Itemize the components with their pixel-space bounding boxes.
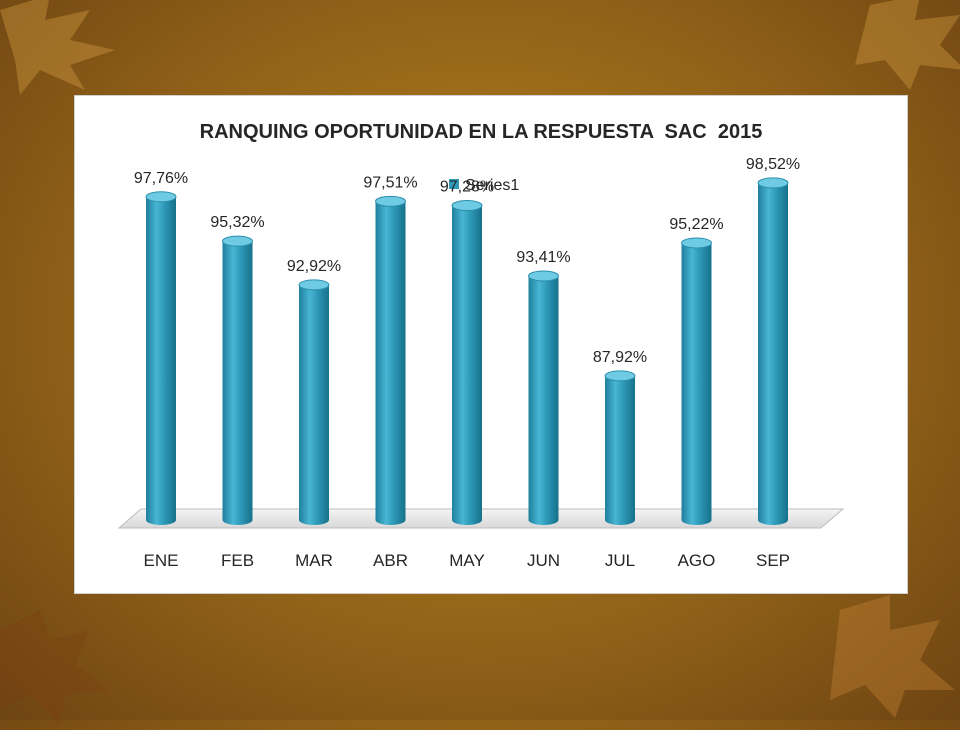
- bar-cap-may: [451, 200, 483, 212]
- tick-label-ene: ENE: [144, 551, 179, 570]
- data-label-jul: 87,92%: [593, 349, 647, 366]
- bar-ago: [681, 242, 712, 525]
- data-label-sep: 98,52%: [746, 156, 800, 173]
- data-label-ago: 95,22%: [669, 216, 723, 233]
- labels-layer: 97,76% 95,32% 92,92% 97,51% 97,28% 93,41% 87,9…: [134, 156, 800, 366]
- category-axis: ENE FEB MAR ABR MAY JUN JUL AGO SEP: [144, 551, 791, 570]
- bar-cap-abr: [375, 195, 406, 207]
- legend-swatch: [449, 179, 459, 189]
- bar-mar: [299, 284, 329, 525]
- bar-cap-jun: [528, 270, 559, 282]
- legend-label: Series1: [465, 177, 519, 194]
- bar-ene: [146, 196, 176, 525]
- tick-label-mar: MAR: [295, 551, 333, 570]
- bar-cap-jul: [604, 370, 636, 382]
- leaf-decoration-top-left: [0, 0, 115, 95]
- bar-cap-ene: [145, 191, 177, 203]
- bar-cap-mar: [298, 279, 330, 291]
- chart: RANQUING OPORTUNIDAD EN LA RESPUESTA SAC…: [117, 121, 845, 570]
- leaf-decoration-top-right: [855, 0, 960, 90]
- tick-label-may: MAY: [449, 551, 485, 570]
- bar-jul: [605, 375, 635, 525]
- bar-may: [452, 205, 482, 525]
- tick-label-jul: JUL: [605, 551, 635, 570]
- leaf-decoration-bottom-right: [830, 595, 955, 718]
- leaf-decoration-bottom-left: [0, 610, 110, 725]
- data-label-feb: 95,32%: [210, 214, 264, 231]
- bar-feb: [222, 241, 253, 525]
- bar-jun: [528, 275, 559, 525]
- tick-label-sep: SEP: [756, 551, 790, 570]
- chart-panel: RANQUING OPORTUNIDAD EN LA RESPUESTA SAC…: [74, 95, 908, 594]
- bar-cap-sep: [757, 177, 789, 189]
- data-label-abr: 97,51%: [363, 174, 417, 191]
- data-label-mar: 92,92%: [287, 258, 341, 275]
- bar-cap-ago: [681, 237, 712, 249]
- data-label-ene: 97,76%: [134, 170, 188, 187]
- data-label-jun: 93,41%: [516, 249, 570, 266]
- data-label-may: 97,28%: [440, 179, 494, 196]
- tick-label-jun: JUN: [527, 551, 560, 570]
- bar-sep: [758, 182, 788, 525]
- tick-label-feb: FEB: [221, 551, 254, 570]
- bars-layer: [145, 177, 789, 525]
- tick-label-abr: ABR: [373, 551, 408, 570]
- tick-label-ago: AGO: [678, 551, 716, 570]
- chart-title: RANQUING OPORTUNIDAD EN LA RESPUESTA SAC…: [200, 121, 763, 143]
- bar-cap-feb: [222, 235, 253, 247]
- bar-abr: [375, 201, 406, 525]
